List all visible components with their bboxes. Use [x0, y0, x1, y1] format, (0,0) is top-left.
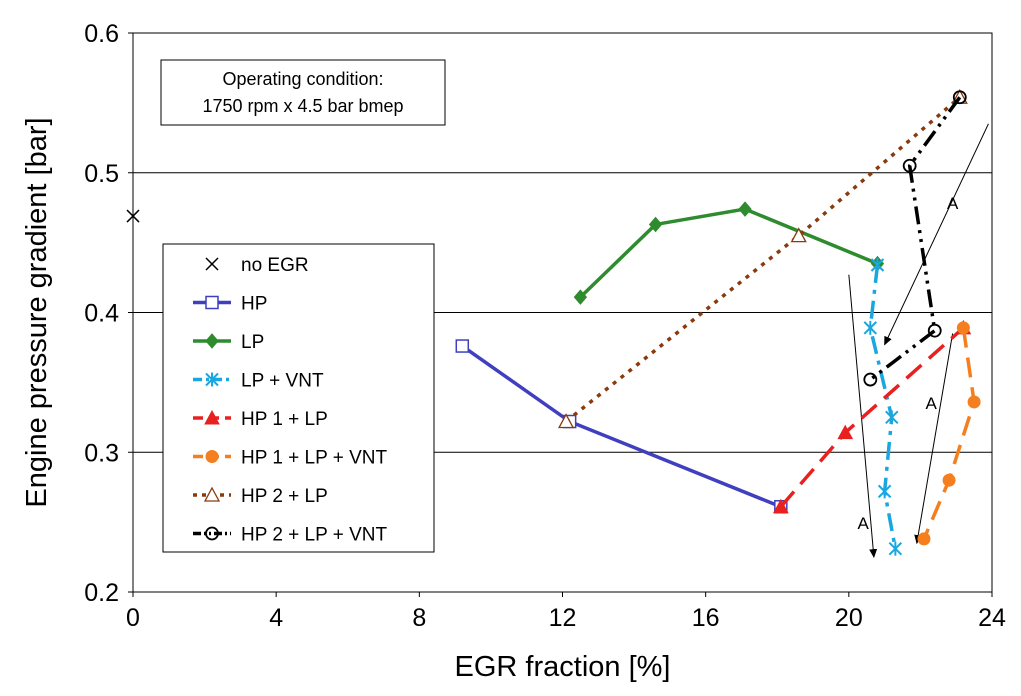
series-7: [863, 90, 967, 387]
legend-marker: [205, 526, 219, 541]
legend-label: HP: [241, 294, 267, 315]
x-tick-label: 12: [549, 604, 577, 632]
legend-item-5: HP 1 + LP + VNT: [193, 448, 387, 469]
x-tick-label: 0: [126, 604, 140, 632]
y-tick-label: 0.2: [84, 579, 119, 607]
data-point: [877, 484, 892, 499]
legend-marker: [203, 486, 221, 502]
x-tick-label: 24: [978, 604, 1006, 632]
y-axis-title: Engine pressure gradient [bar]: [21, 117, 53, 507]
x-tick-label: 8: [412, 604, 426, 632]
legend-item-2: LP: [193, 332, 264, 353]
data-point: [917, 532, 931, 546]
data-point: [557, 413, 575, 429]
legend-label: LP: [241, 332, 264, 353]
legend-marker: [205, 450, 219, 463]
series-5: [917, 321, 981, 546]
data-point: [927, 323, 942, 338]
y-tick-label: 0.5: [84, 160, 119, 188]
annotation-labels: A A A: [857, 194, 958, 533]
x-tick-label: 4: [269, 604, 283, 632]
y-tick-label: 0.4: [84, 300, 119, 328]
data-point: [455, 339, 470, 353]
data-point: [885, 410, 899, 425]
data-point: [870, 257, 885, 272]
data-point: [952, 90, 967, 105]
series-line-2: [579, 207, 879, 299]
data-point: [956, 321, 970, 335]
legend-marker: [205, 257, 219, 271]
series-line-4: [779, 326, 965, 508]
legend-marker: [205, 295, 219, 310]
legend-marker: [204, 409, 220, 425]
data-point: [738, 201, 752, 217]
data-point: [902, 158, 917, 173]
data-point: [790, 227, 807, 243]
data-point: [888, 541, 903, 556]
note-line-2: 1750 rpm x 4.5 bar bmep: [202, 96, 403, 116]
legend-item-1: HP: [193, 294, 267, 315]
legend-item-7: HP 2 + LP + VNT: [193, 525, 387, 546]
data-point: [863, 372, 878, 387]
legend-label: HP 2 + LP + VNT: [241, 525, 387, 546]
data-point: [942, 473, 956, 487]
legend-label: LP + VNT: [241, 371, 324, 392]
y-tick-label: 0.6: [84, 20, 119, 48]
data-point: [573, 289, 588, 305]
annotation-label-1: A: [925, 394, 937, 413]
series-layer: [126, 88, 981, 556]
x-axis-title: EGR fraction [%]: [455, 651, 671, 683]
legend-item-4: HP 1 + LP: [193, 409, 328, 430]
legend-marker: [205, 372, 219, 387]
legend-item-3: LP + VNT: [193, 371, 324, 392]
legend: no EGR HP LP LP + VNT HP 1 + LP HP 1 + LP + V…: [162, 243, 435, 553]
series-1: [455, 339, 788, 514]
series-2: [573, 201, 885, 305]
data-point: [648, 216, 663, 233]
axis-ticks: 0 4 8 12 16 20 24 0.2 0.3 0.4 0.5 0.6: [84, 20, 1006, 632]
note-line-1: Operating condition:: [222, 69, 383, 89]
legend-marker: [205, 333, 219, 349]
y-tick-label: 0.3: [84, 439, 119, 467]
annotation-label-2: A: [857, 514, 869, 533]
operating-condition-box: Operating condition: 1750 rpm x 4.5 bar …: [160, 59, 446, 126]
legend-label: HP 1 + LP + VNT: [241, 448, 387, 469]
series-line-7: [869, 96, 962, 381]
annotation-arrows: [848, 123, 989, 559]
series-line-5: [922, 327, 976, 540]
annotation-arrow-0: [884, 123, 989, 346]
legend-label: HP 2 + LP: [241, 486, 328, 507]
annotation-arrow-2: [848, 274, 878, 559]
annotation-label-0: A: [947, 194, 959, 213]
x-tick-label: 16: [692, 604, 720, 632]
legend-label: HP 1 + LP: [241, 409, 328, 430]
data-point: [837, 424, 854, 440]
series-line-6: [564, 95, 961, 423]
series-4: [772, 319, 972, 514]
annotation-arrow-1: [914, 333, 954, 545]
data-point: [863, 320, 878, 335]
series-line-1: [461, 344, 782, 509]
legend-item-6: HP 2 + LP: [193, 486, 328, 507]
x-tick-label: 20: [835, 604, 863, 632]
legend-item-0: no EGR: [205, 255, 309, 276]
data-point: [126, 209, 140, 223]
series-3: [863, 257, 903, 556]
legend-label: no EGR: [241, 255, 309, 276]
series-0: [126, 209, 140, 223]
data-point: [772, 498, 789, 514]
data-point: [967, 395, 981, 409]
